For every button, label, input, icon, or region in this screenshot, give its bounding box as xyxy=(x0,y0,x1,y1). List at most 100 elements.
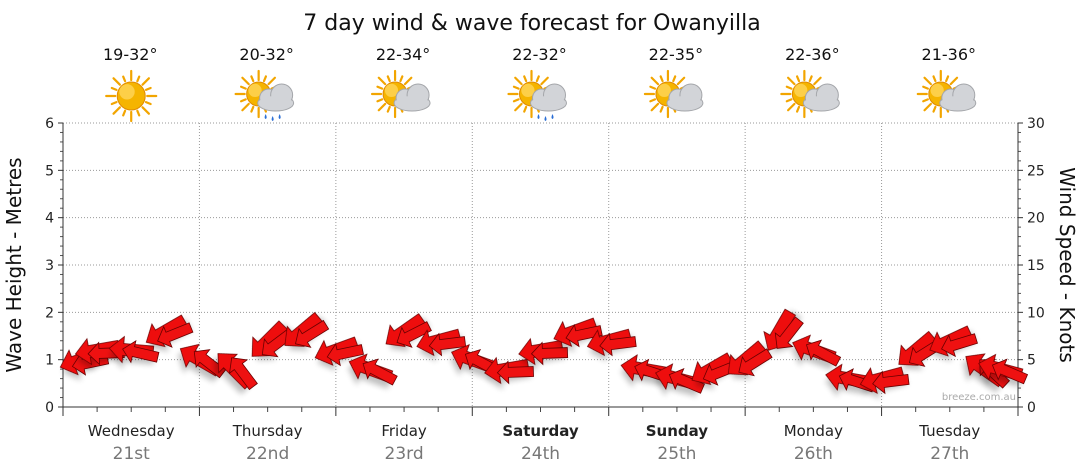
wind-arrow xyxy=(805,339,842,367)
wind-arrow-shape xyxy=(122,340,160,364)
wind-arrow xyxy=(872,370,910,395)
sun-ray xyxy=(514,76,523,86)
wind-arrow xyxy=(599,332,637,357)
sun-ray xyxy=(659,75,664,83)
day-name-label: Saturday xyxy=(502,422,579,440)
sun-ray xyxy=(386,75,391,83)
y-tick-label-left: 1 xyxy=(45,353,54,369)
sun-ray xyxy=(923,102,932,112)
day-name-label: Thursday xyxy=(232,422,303,440)
sun-ray xyxy=(523,75,528,83)
wind-arrow-shape xyxy=(326,342,364,367)
wind-arrow xyxy=(396,321,432,348)
day-name-label: Sunday xyxy=(646,422,709,440)
wind-arrow-shape xyxy=(428,332,467,357)
sun-ray xyxy=(122,75,127,83)
sun-cloud-icon xyxy=(780,69,840,119)
cloud-fill xyxy=(804,96,839,110)
wind-arrow-shape xyxy=(229,357,258,391)
rain-drop xyxy=(278,114,281,119)
day-name-label: Wednesday xyxy=(88,422,175,440)
axes: 0 1 2 3 4 5 6 0 5 10 15 20 25 30 xyxy=(45,116,1045,416)
temperature-range-label: 21-36° xyxy=(922,45,977,64)
sun-highlight xyxy=(930,83,944,97)
wind-arrow xyxy=(565,323,603,348)
sun-ray xyxy=(144,101,152,106)
wind-arrow-shape xyxy=(385,313,427,348)
wind-arrow xyxy=(145,314,188,348)
sunny-icon xyxy=(105,69,158,123)
sun-ray xyxy=(122,109,127,117)
temperature-range-label: 20-32° xyxy=(239,45,294,64)
sun-ray xyxy=(399,75,404,83)
sun-cloud-icon xyxy=(916,69,977,119)
wind-arrow xyxy=(530,341,569,366)
y-tick-label-left: 2 xyxy=(45,305,54,321)
day-date-label: 27th xyxy=(930,444,969,464)
sun-ray xyxy=(795,75,801,83)
sun-ray xyxy=(112,77,122,86)
y-tick-label-right: 10 xyxy=(1027,305,1045,321)
sun-highlight xyxy=(657,83,671,97)
sun-highlight xyxy=(384,83,399,97)
sun-ray xyxy=(250,105,255,113)
sun-cloud-rain-icon xyxy=(507,69,567,121)
sun-highlight xyxy=(794,83,808,97)
sun-ray xyxy=(649,85,657,90)
sun-ray xyxy=(535,75,540,83)
sun-ray xyxy=(267,76,277,86)
sun-ray xyxy=(262,75,268,83)
sun-ray xyxy=(922,98,929,103)
day-name-label: Tuesday xyxy=(918,422,980,440)
y-axis-label-left: Wave Height - Metres xyxy=(2,157,26,372)
wind-arrow-shape xyxy=(496,360,534,385)
y-tick-label-right: 0 xyxy=(1027,400,1036,416)
wind-arrow xyxy=(941,333,978,358)
rain-drop xyxy=(551,114,554,119)
sun-ray xyxy=(650,102,660,112)
wind-arrow-shape xyxy=(599,332,637,357)
wind-arrow xyxy=(668,368,705,394)
wind-arrow xyxy=(496,360,534,385)
day-date-label: 25th xyxy=(657,444,696,464)
day-date-label: 24th xyxy=(521,444,560,464)
rain-drop xyxy=(264,114,267,119)
wind-arrow-shape xyxy=(668,368,705,394)
sun-ray xyxy=(141,106,150,115)
wind-arrow xyxy=(295,319,330,348)
sun-ray xyxy=(808,75,813,83)
y-tick-label-left: 3 xyxy=(45,258,54,274)
sun-ray xyxy=(672,75,677,83)
sun-ray xyxy=(377,102,387,112)
wind-arrow xyxy=(362,358,398,386)
day-date-label: 22nd xyxy=(246,444,289,464)
wind-arrow-shape xyxy=(738,348,773,377)
wind-arrow-shape xyxy=(774,316,804,349)
sun-ray xyxy=(785,98,793,103)
wind-arrow-shape xyxy=(805,339,842,367)
y-tick-label-left: 5 xyxy=(45,163,54,179)
sun-ray xyxy=(144,86,152,91)
sun-cloud-icon xyxy=(370,69,431,119)
sun-ray xyxy=(110,86,118,91)
sun-ray xyxy=(241,76,250,86)
wind-arrow xyxy=(122,340,160,364)
wind-arrow-series xyxy=(59,308,1029,395)
wind-arrow xyxy=(428,332,467,357)
sun-ray xyxy=(795,105,801,113)
temperature-range-label: 22-35° xyxy=(649,45,704,64)
temperature-range-label: 22-34° xyxy=(376,45,431,64)
sun-ray xyxy=(241,102,250,112)
wind-arrow-shape xyxy=(157,322,194,348)
wind-arrow xyxy=(774,316,804,349)
sun-ray xyxy=(923,76,932,86)
sun-ray xyxy=(403,76,413,86)
cloud-fill xyxy=(940,96,975,110)
temperature-range-label: 22-36° xyxy=(785,45,840,64)
sun-ray xyxy=(949,76,959,86)
sun-ray xyxy=(250,75,255,83)
y-tick-label-right: 20 xyxy=(1027,211,1045,227)
rain-drop xyxy=(271,116,274,121)
cloud-fill xyxy=(395,96,430,110)
sun-ray xyxy=(676,76,686,86)
